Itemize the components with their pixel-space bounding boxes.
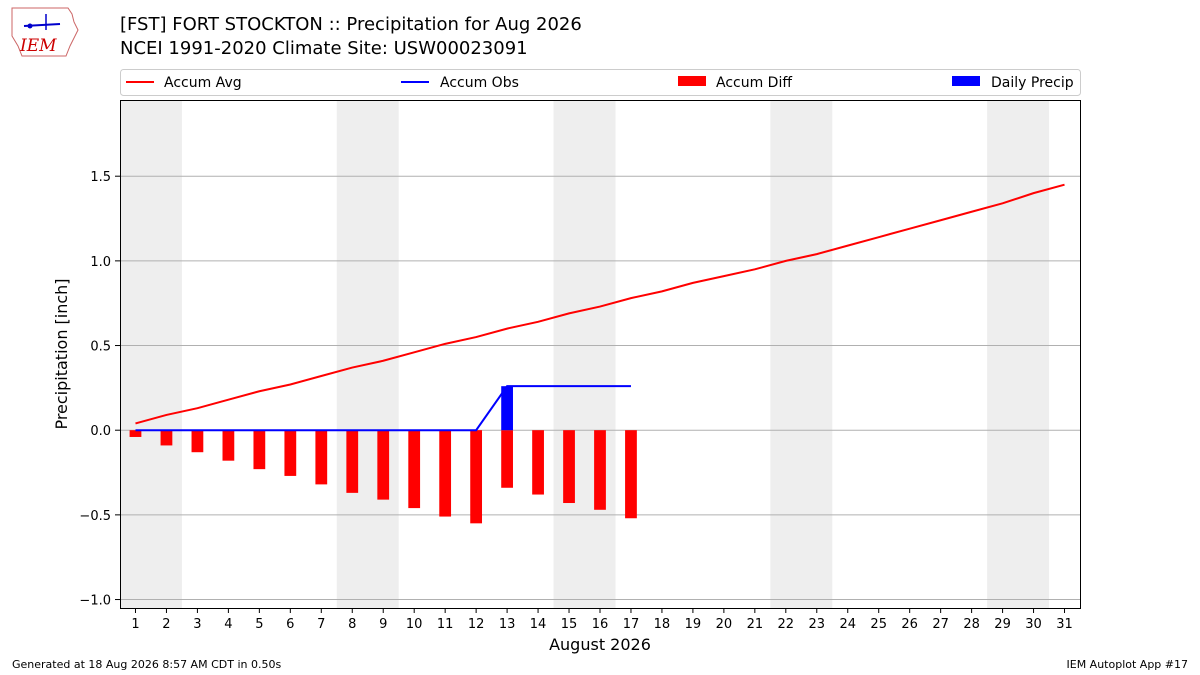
accum-diff-bar <box>222 430 235 461</box>
accum-diff-bar <box>470 430 483 524</box>
x-tick-label: 20 <box>716 617 733 632</box>
weekend-band <box>987 100 1050 608</box>
accum-diff-bar <box>346 430 359 493</box>
x-tick-label: 16 <box>592 617 609 632</box>
x-tick-label: 1 <box>131 617 139 632</box>
x-tick-label: 25 <box>870 617 887 632</box>
x-tick-label: 15 <box>561 617 578 632</box>
legend: Accum Avg Accum Obs Accum Diff Daily Pre… <box>120 69 1081 96</box>
y-tick-label: 0.5 <box>90 340 111 355</box>
chart-title: [FST] FORT STOCKTON :: Precipitation for… <box>120 14 582 35</box>
x-axis-label: August 2026 <box>549 635 651 654</box>
y-tick-label: 0.0 <box>90 424 111 439</box>
weekend-band <box>553 100 616 608</box>
accum-diff-bar <box>501 430 513 488</box>
accum-diff-bar <box>625 430 637 519</box>
y-tick-label: −0.5 <box>79 509 111 524</box>
accum-diff-bar <box>377 430 390 500</box>
daily-precip-bars <box>501 386 513 431</box>
y-tick-label: 1.0 <box>90 255 111 270</box>
x-tick-label: 9 <box>379 617 387 632</box>
x-tick-label: 18 <box>654 617 671 632</box>
footer-generated: Generated at 18 Aug 2026 8:57 AM CDT in … <box>12 658 281 671</box>
legend-label-accum-diff: Accum Diff <box>716 75 792 91</box>
legend-frame <box>120 69 1081 96</box>
x-tick-label: 8 <box>348 617 356 632</box>
x-tick-label: 3 <box>193 617 201 632</box>
accum-diff-bar <box>129 430 142 437</box>
weekend-band <box>336 100 399 608</box>
legend-swatch-daily-precip <box>952 76 980 86</box>
x-tick-label: 19 <box>685 617 702 632</box>
x-tick-label: 2 <box>162 617 170 632</box>
x-tick-label: 10 <box>406 617 423 632</box>
weather-station-dot-icon <box>27 23 33 29</box>
series-lines <box>135 183 1065 432</box>
accum-diff-bar <box>408 430 421 509</box>
accum-diff-bar <box>160 430 173 446</box>
weekend-band <box>770 100 833 608</box>
daily-precip-bar <box>501 386 513 431</box>
y-tick-label: 1.5 <box>90 170 111 185</box>
accum-diff-bar <box>594 430 606 510</box>
accum-diff-bars <box>129 430 637 524</box>
x-tick-label: 7 <box>317 617 325 632</box>
accum-diff-bar <box>253 430 266 470</box>
accum-diff-bar <box>284 430 297 476</box>
x-tick-label: 11 <box>437 617 454 632</box>
iowa-outline-icon <box>11 7 79 57</box>
x-tick-label: 29 <box>994 617 1011 632</box>
accum-diff-bar <box>532 430 544 495</box>
accum-avg-line <box>135 183 1065 425</box>
weekend-bands <box>120 100 1050 608</box>
x-tick-label: 28 <box>963 617 980 632</box>
x-tick-label: 24 <box>839 617 856 632</box>
x-tick-label: 26 <box>901 617 918 632</box>
x-tick-label: 17 <box>623 617 640 632</box>
x-tick-label: 30 <box>1025 617 1042 632</box>
y-axis-label: Precipitation [inch] <box>52 278 71 429</box>
accum-diff-bar <box>191 430 204 453</box>
y-tick-label: −1.0 <box>79 594 111 609</box>
legend-label-accum-avg: Accum Avg <box>164 75 242 91</box>
x-tick-label: 13 <box>499 617 516 632</box>
weekend-band <box>120 100 182 608</box>
footer-app: IEM Autoplot App #17 <box>1067 658 1189 671</box>
accum-obs-line <box>135 385 631 432</box>
y-axis: −1.0 −0.5 0.0 0.5 1.0 1.5 <box>79 170 120 609</box>
logo-text: IEM <box>19 36 57 56</box>
chart-subtitle: NCEI 1991-2020 Climate Site: USW00023091 <box>120 38 528 59</box>
x-tick-label: 4 <box>224 617 232 632</box>
x-axis: 1 2 3 4 5 6 7 8 9 10 11 12 13 14 15 16 17 18 19 20 21 22 23 24 2… <box>131 608 1073 632</box>
x-tick-label: 21 <box>747 617 764 632</box>
legend-label-daily-precip: Daily Precip <box>991 75 1074 91</box>
accum-diff-bar <box>439 430 452 517</box>
x-tick-label: 31 <box>1056 617 1073 632</box>
x-tick-label: 6 <box>286 617 294 632</box>
x-tick-label: 14 <box>530 617 547 632</box>
accum-diff-bar <box>563 430 575 504</box>
x-tick-label: 5 <box>255 617 263 632</box>
iem-logo: IEM <box>11 7 79 57</box>
accum-diff-bar <box>315 430 328 485</box>
x-tick-label: 22 <box>778 617 795 632</box>
legend-swatch-accum-diff <box>678 76 706 86</box>
x-tick-label: 23 <box>809 617 826 632</box>
x-tick-label: 27 <box>932 617 949 632</box>
x-tick-label: 12 <box>468 617 485 632</box>
legend-label-accum-obs: Accum Obs <box>440 75 519 91</box>
